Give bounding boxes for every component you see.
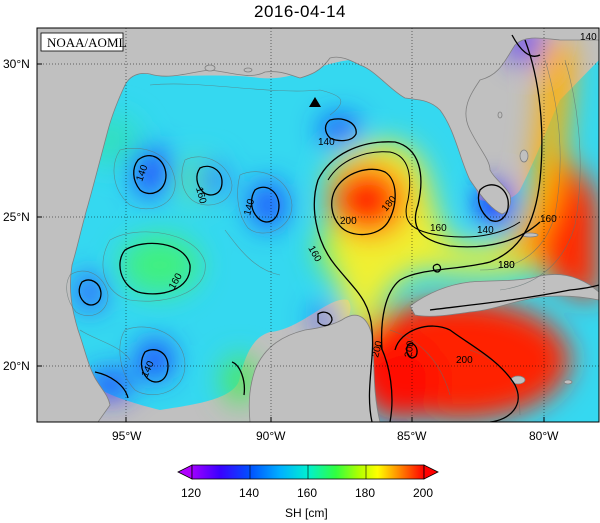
contour-label: 140 — [318, 137, 335, 148]
lat-tick-label: 30°N — [3, 57, 30, 71]
contour-label: 200 — [403, 340, 417, 359]
contour-label: 200 — [370, 339, 385, 358]
source-badge-text: NOAA/AOML — [47, 35, 127, 50]
contour-label: 200 — [340, 216, 357, 227]
source-badge — [40, 32, 124, 52]
lon-tick-label: 90°W — [256, 429, 286, 443]
contour-label: 140 — [477, 225, 494, 236]
colorbar-label: SH [cm] — [285, 506, 328, 520]
lat-tick-label: 25°N — [3, 210, 30, 224]
contour-label: 160 — [430, 223, 447, 234]
buoy-marker-icon — [309, 97, 321, 107]
lon-tick-label: 85°W — [397, 429, 427, 443]
contour-label: 200 — [456, 355, 473, 366]
lon-tick-label: 80°W — [529, 429, 559, 443]
colorbar: 120 140 160 180 200 SH [cm] — [177, 464, 439, 520]
contour-labels: 140 160 140 160 140 140 180 160 200 180 … — [134, 32, 597, 379]
colorbar-tick: 200 — [413, 486, 433, 500]
map-frame — [36, 27, 600, 423]
map-title: 2016-04-14 — [254, 2, 346, 21]
colorbar-tick: 160 — [297, 486, 317, 500]
contour-label: 140 — [242, 197, 257, 216]
lat-tick-label: 20°N — [3, 359, 30, 373]
contour-label: 140 — [580, 32, 597, 43]
colorbar-tick: 180 — [355, 486, 375, 500]
contour-label: 180 — [498, 260, 515, 271]
contour-label: 160 — [193, 186, 208, 205]
contour-label: 180 — [498, 260, 515, 271]
colorbar-tick: 140 — [239, 486, 259, 500]
graticule — [37, 28, 599, 422]
lon-tick-label: 95°W — [112, 429, 142, 443]
axis-ticks — [37, 63, 545, 422]
coastline — [37, 28, 599, 422]
contour-label: 160 — [540, 214, 557, 225]
colorbar-tick: 120 — [181, 486, 201, 500]
sea-surface-field: 140 160 140 160 140 140 180 160 200 180 … — [37, 28, 599, 422]
